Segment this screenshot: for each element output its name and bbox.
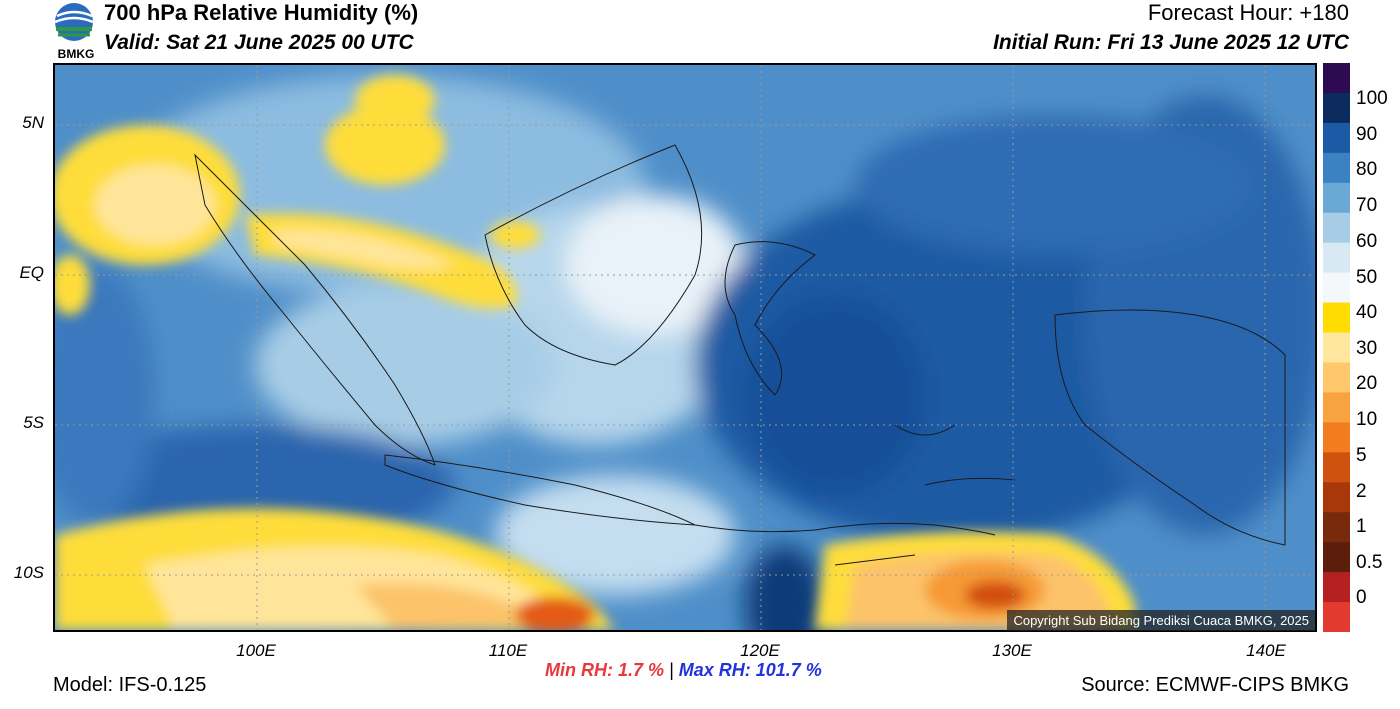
colorbar-swatch [1323, 602, 1350, 633]
colorbar-label: 2 [1356, 481, 1367, 502]
colorbar-swatch [1323, 152, 1350, 184]
colorbar-swatch [1323, 452, 1350, 483]
copyright-notice: Copyright Sub Bidang Prediksi Cuaca BMKG… [1007, 610, 1315, 631]
min-rh-label: Min RH: [545, 660, 613, 680]
lat-label-10s: 10S [13, 563, 44, 582]
lon-label-120e: 120E [740, 641, 780, 660]
colorbar-swatch [1323, 422, 1350, 453]
colorbar-label: 80 [1356, 159, 1378, 180]
lon-label-110e: 110E [488, 641, 528, 660]
lat-label-5s: 5S [23, 413, 44, 432]
svg-text:BMKG: BMKG [58, 47, 95, 60]
colorbar-label: 20 [1356, 373, 1378, 394]
colorbar-swatch [1323, 482, 1350, 513]
lon-label-100e: 100E [236, 641, 276, 660]
bmkg-logo: BMKG [52, 2, 100, 61]
colorbar-swatch [1323, 272, 1350, 304]
colorbar-swatch [1323, 212, 1350, 244]
colorbar [1323, 63, 1350, 633]
colorbar-label: 1 [1356, 516, 1367, 537]
lat-label-eq: EQ [19, 263, 44, 282]
colorbar-label: 70 [1356, 195, 1378, 216]
min-rh-value: 1.7 % [618, 660, 665, 680]
colorbar-label: 30 [1356, 338, 1378, 359]
lon-label-140e: 140E [1246, 641, 1286, 660]
colorbar-swatch [1323, 302, 1350, 334]
colorbar-swatch [1323, 392, 1350, 423]
rh-stats: Min RH: 1.7 % | Max RH: 101.7 % [545, 660, 822, 681]
colorbar-swatch [1323, 512, 1350, 543]
colorbar-swatch [1323, 332, 1350, 363]
colorbar-swatch [1323, 242, 1350, 274]
lon-label-130e: 130E [992, 641, 1032, 660]
humidity-map [53, 63, 1317, 632]
colorbar-label: 100 [1356, 88, 1388, 109]
lat-label-5n: 5N [22, 113, 44, 132]
colorbar-label: 5 [1356, 445, 1367, 466]
chart-title: 700 hPa Relative Humidity (%) [104, 0, 419, 25]
forecast-hour: Forecast Hour: +180 [1147, 0, 1349, 25]
colorbar-swatch [1323, 122, 1350, 154]
colorbar-swatch [1323, 92, 1350, 124]
colorbar-label: 0 [1356, 587, 1367, 608]
colorbar-swatch [1323, 63, 1350, 94]
colorbar-label: 60 [1356, 231, 1378, 252]
colorbar-label: 40 [1356, 302, 1378, 323]
stats-separator: | [669, 660, 674, 680]
max-rh-value: Max RH: 101.7 % [678, 660, 822, 680]
initial-run: Initial Run: Fri 13 June 2025 12 UTC [993, 31, 1349, 54]
colorbar-swatch [1323, 182, 1350, 214]
source-info: Source: ECMWF-CIPS BMKG [1081, 674, 1349, 696]
model-info: Model: IFS-0.125 [53, 674, 207, 696]
colorbar-swatch [1323, 542, 1350, 573]
colorbar-swatch [1323, 362, 1350, 393]
colorbar-label: 10 [1356, 409, 1378, 430]
colorbar-label: 50 [1356, 267, 1378, 288]
colorbar-label: 90 [1356, 124, 1378, 145]
colorbar-label: 0.5 [1356, 552, 1383, 573]
colorbar-swatch [1323, 572, 1350, 603]
valid-time: Valid: Sat 21 June 2025 00 UTC [104, 31, 414, 54]
